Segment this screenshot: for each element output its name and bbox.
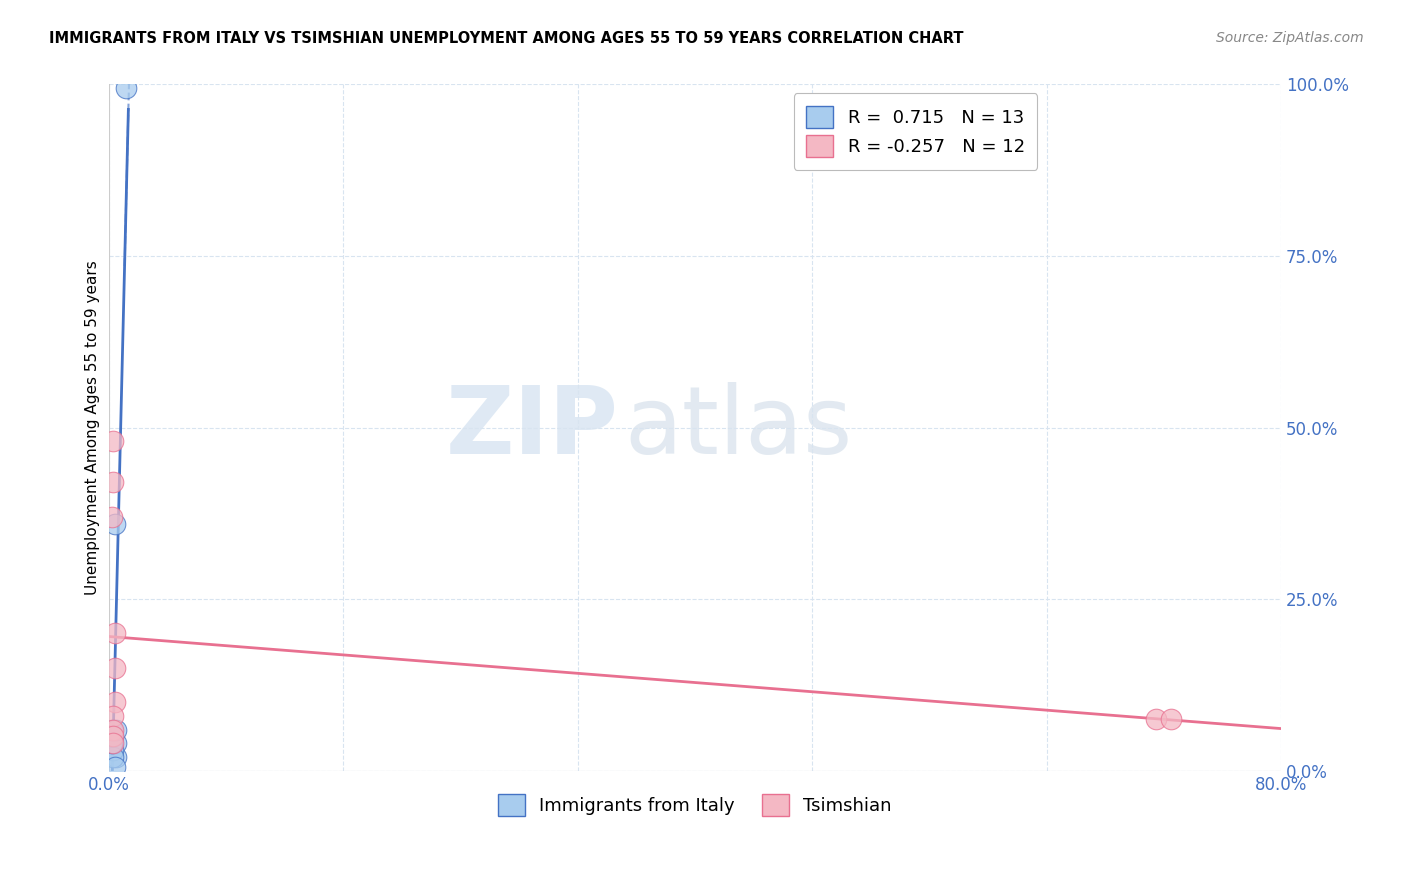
Point <box>104 661 127 675</box>
Point <box>105 750 128 764</box>
Point <box>100 730 122 744</box>
Point <box>101 730 124 744</box>
Point <box>105 736 128 750</box>
Point <box>1144 712 1167 726</box>
Point <box>101 723 124 737</box>
Text: Source: ZipAtlas.com: Source: ZipAtlas.com <box>1216 31 1364 45</box>
Point <box>105 723 128 737</box>
Point <box>101 708 124 723</box>
Point <box>101 750 124 764</box>
Point <box>1160 712 1182 726</box>
Point <box>104 516 127 531</box>
Point <box>101 743 124 757</box>
Point <box>101 434 124 449</box>
Point <box>100 509 122 524</box>
Text: atlas: atlas <box>624 382 853 474</box>
Point <box>100 730 122 744</box>
Text: IMMIGRANTS FROM ITALY VS TSIMSHIAN UNEMPLOYMENT AMONG AGES 55 TO 59 YEARS CORREL: IMMIGRANTS FROM ITALY VS TSIMSHIAN UNEMP… <box>49 31 963 46</box>
Point <box>100 723 122 737</box>
Legend: Immigrants from Italy, Tsimshian: Immigrants from Italy, Tsimshian <box>491 787 900 823</box>
Text: ZIP: ZIP <box>446 382 619 474</box>
Point <box>104 759 127 773</box>
Y-axis label: Unemployment Among Ages 55 to 59 years: Unemployment Among Ages 55 to 59 years <box>86 260 100 595</box>
Point <box>115 81 138 95</box>
Point <box>101 475 124 490</box>
Point <box>101 730 124 744</box>
Point <box>100 736 122 750</box>
Point <box>101 736 124 750</box>
Point <box>104 695 127 709</box>
Point <box>104 626 127 640</box>
